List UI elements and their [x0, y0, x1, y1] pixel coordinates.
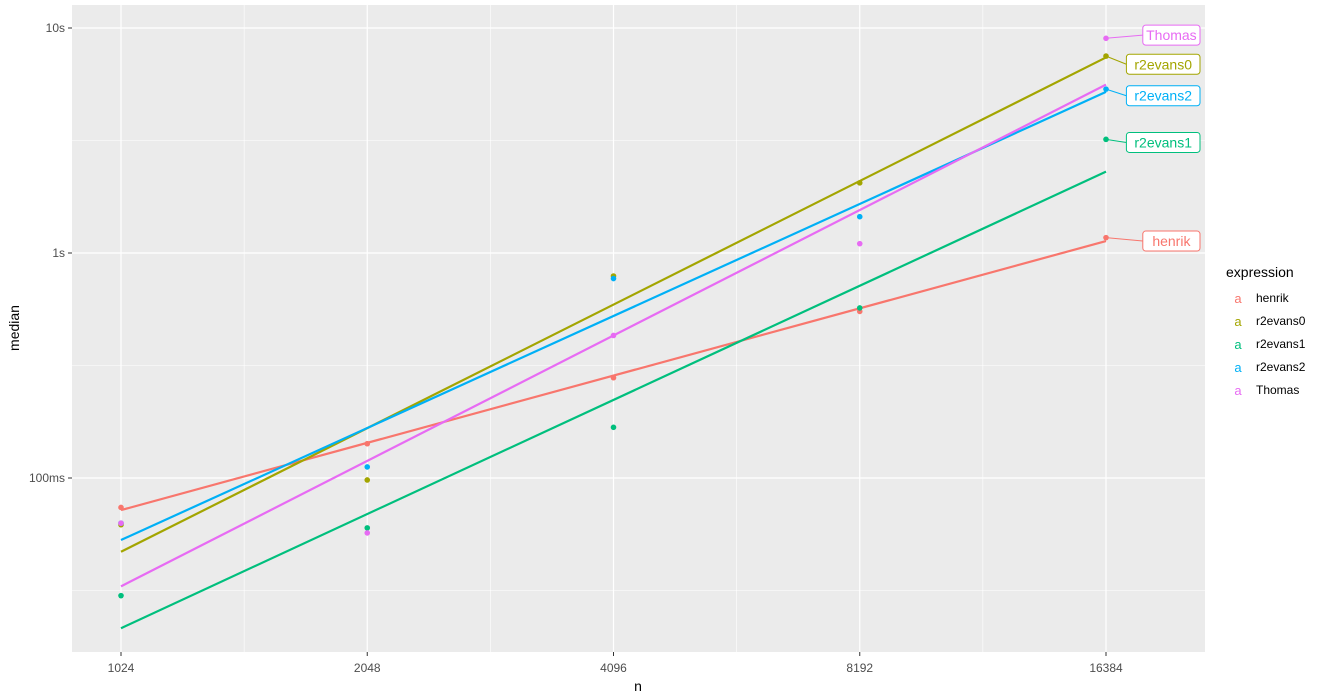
point-henrik [610, 374, 617, 381]
legend-label-r2evans0: r2evans0 [1256, 314, 1306, 328]
point-thomas [610, 332, 617, 339]
end-label-box-thomas [1142, 24, 1201, 46]
point-r2evans1 [610, 424, 617, 431]
legend-label-r2evans2: r2evans2 [1256, 360, 1306, 374]
end-label-r2evans0: r2evans0 [1134, 56, 1192, 72]
point-thomas [364, 530, 371, 536]
end-label-box-henrik [1142, 230, 1201, 252]
x-axis-title: n [634, 678, 642, 694]
x-tick-label: 2048 [354, 661, 381, 675]
point-r2evans2 [610, 275, 617, 282]
fit-line-r2evans1 [120, 170, 1107, 630]
end-label-henrik: henrik [1152, 233, 1191, 249]
point-henrik [118, 504, 124, 511]
legend-key-r2evans2: a [1234, 360, 1242, 375]
x-tick-label: 1024 [108, 661, 135, 675]
end-labels: Thomas r2evans0 r2evans2 r2evans1 henrik [1105, 24, 1201, 252]
point-r2evans2 [1103, 86, 1109, 92]
end-label-connector-r2evans2 [1105, 88, 1127, 97]
legend-label-henrik: henrik [1256, 291, 1290, 305]
fit-line-r2evans2 [120, 90, 1107, 542]
point-r2evans2 [364, 464, 371, 470]
y-tick-label: 1s [52, 246, 65, 260]
grid-major [72, 5, 1205, 652]
point-r2evans0 [856, 180, 863, 186]
y-tick-label: 10s [46, 21, 65, 35]
end-label-r2evans1: r2evans1 [1134, 134, 1192, 150]
point-thomas [856, 240, 863, 247]
point-r2evans1 [118, 592, 124, 599]
y-axis-title: median [6, 305, 22, 351]
legend-title: expression [1226, 264, 1294, 280]
plot-panel [72, 5, 1205, 652]
y-axis: 100ms 1s 10s [29, 21, 72, 485]
end-label-connector-henrik [1105, 237, 1143, 242]
end-label-connector-thomas [1105, 34, 1143, 39]
end-label-thomas: Thomas [1146, 27, 1197, 43]
grid-minor [72, 5, 1205, 652]
point-r2evans1 [364, 525, 371, 531]
point-thomas [118, 520, 124, 526]
end-label-box-r2evans2 [1125, 85, 1201, 107]
y-tick-label: 100ms [29, 471, 65, 485]
end-label-connector-r2evans0 [1105, 55, 1127, 65]
legend-label-thomas: Thomas [1256, 383, 1299, 397]
point-r2evans1 [856, 305, 863, 311]
legend-key-r2evans1: a [1234, 337, 1242, 352]
fit-line-r2evans0 [120, 56, 1107, 553]
point-henrik [364, 440, 371, 447]
point-r2evans0 [364, 477, 371, 483]
x-axis: 1024 2048 4096 8192 16384 [108, 652, 1123, 675]
x-tick-label: 8192 [846, 661, 873, 675]
legend-label-r2evans1: r2evans1 [1256, 337, 1306, 351]
x-tick-label: 4096 [600, 661, 627, 675]
x-tick-label: 16384 [1089, 661, 1123, 675]
legend-key-thomas: a [1234, 383, 1242, 398]
end-label-box-r2evans0 [1125, 53, 1201, 75]
point-r2evans2 [856, 213, 863, 220]
end-label-box-r2evans1 [1125, 131, 1201, 153]
legend-key-r2evans0: a [1234, 314, 1242, 329]
end-label-connector-r2evans1 [1105, 138, 1127, 143]
legend-key-henrik: a [1234, 291, 1242, 306]
end-label-r2evans2: r2evans2 [1134, 88, 1192, 104]
